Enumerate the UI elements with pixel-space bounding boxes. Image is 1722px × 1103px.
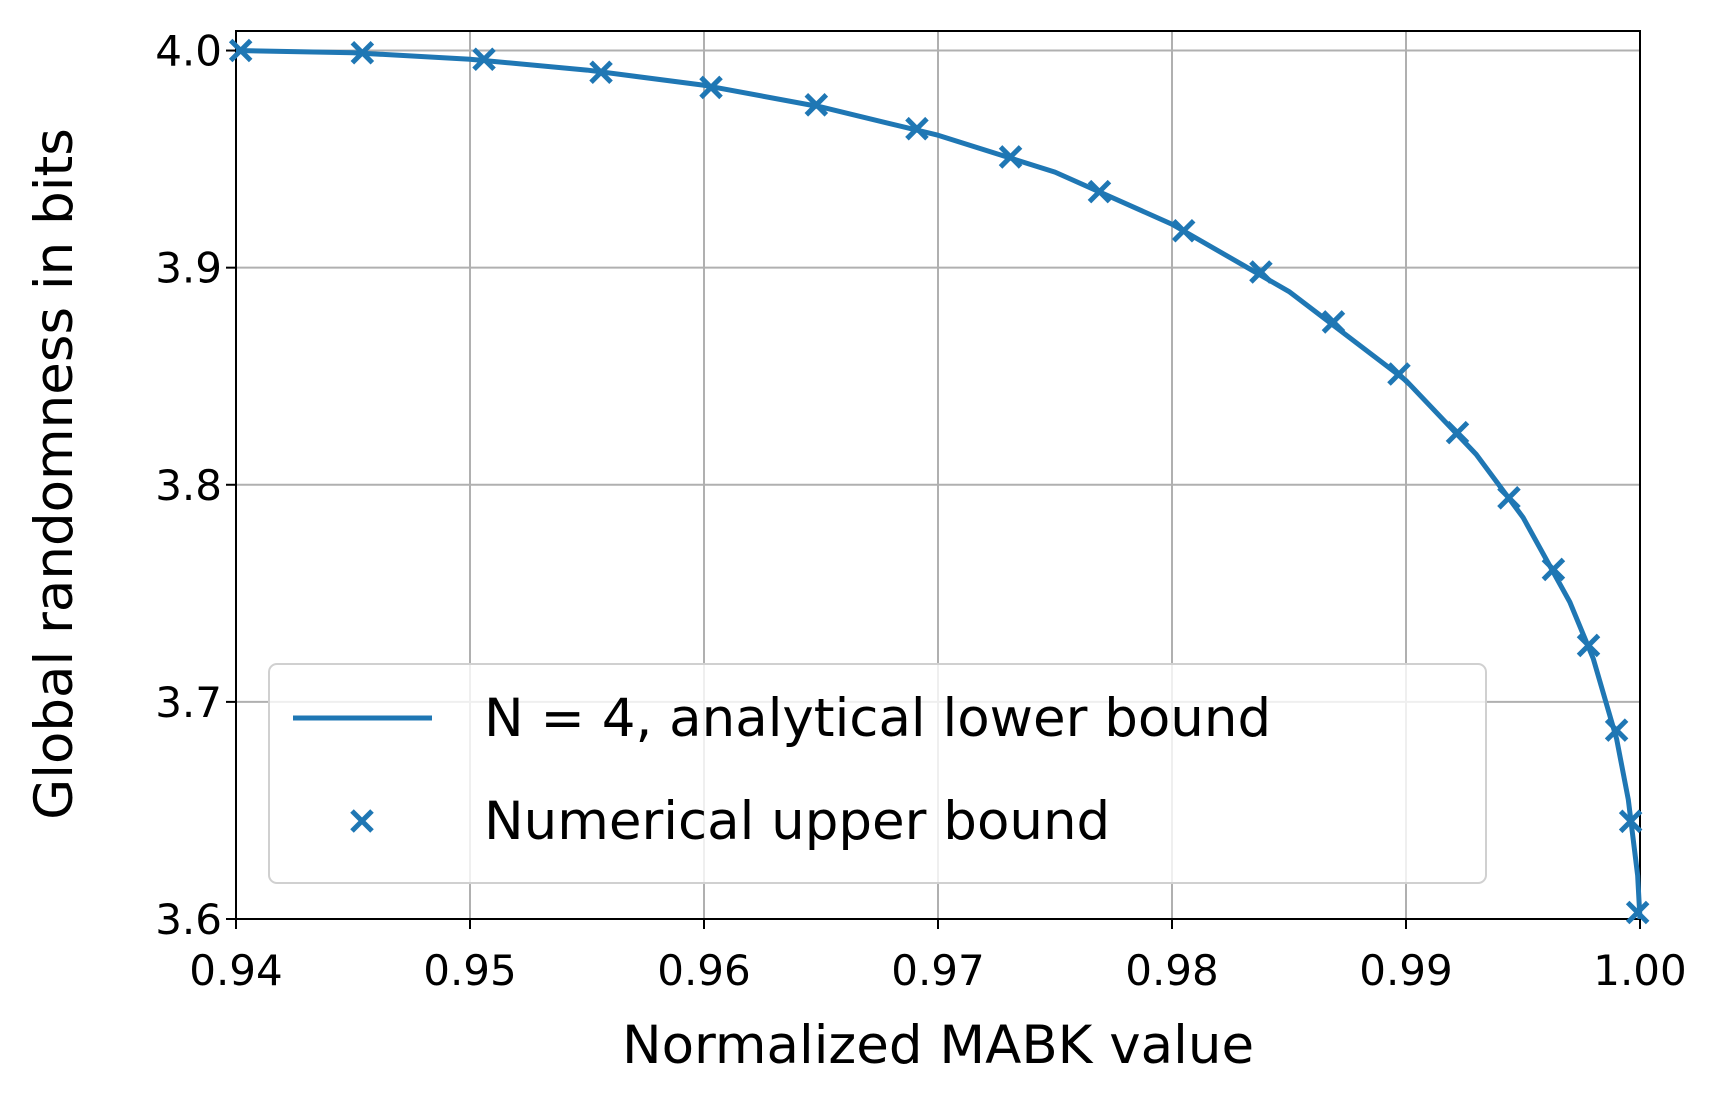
x-tick-label: 0.97 [891,946,985,995]
data-marker [350,40,375,65]
data-line [235,48,1643,920]
data-marker [589,60,613,85]
x-tick-label: 0.95 [423,946,517,995]
data-marker [1445,420,1470,445]
plot-frame [235,30,1641,920]
data-marker [1087,179,1112,204]
data-marker [998,145,1023,169]
legend-label: N = 4, analytical lower bound [484,688,1271,749]
data-marker [1497,486,1521,510]
data-marker [905,116,929,141]
x-tick-label: 0.98 [1125,946,1219,995]
legend: N = 4, analytical lower bound Numerical u… [268,663,1487,884]
data-marker [1576,633,1601,658]
data-marker [228,38,253,63]
data-marker [804,93,829,117]
data-marker [1625,900,1650,925]
legend-marker [350,809,374,833]
y-tick-label: 4.0 [155,27,222,76]
x-tick-label: 0.99 [1359,946,1453,995]
legend-box [268,663,1487,884]
x-tick-label: 0.94 [189,946,283,995]
x-axis-label: Normalized MABK value [622,1015,1254,1076]
data-marker [699,75,723,100]
x-tick-label: 0.96 [657,946,751,995]
legend-label: Numerical upper bound [484,791,1110,852]
y-tick-label: 3.6 [155,895,222,944]
data-marker [472,47,496,71]
data-marker [1321,310,1346,334]
y-axis-label: Global randomness in bits [24,128,85,820]
data-marker [1249,260,1273,284]
y-tick-label: 3.9 [155,244,222,293]
y-tick-label: 3.7 [155,678,222,727]
x-tick-label: 1.00 [1593,946,1687,995]
data-marker [1541,557,1566,582]
data-marker [1604,718,1629,742]
y-tick-label: 3.8 [155,461,222,510]
data-marker [1171,218,1196,243]
data-marker [1387,362,1411,386]
data-marker [1618,809,1643,834]
